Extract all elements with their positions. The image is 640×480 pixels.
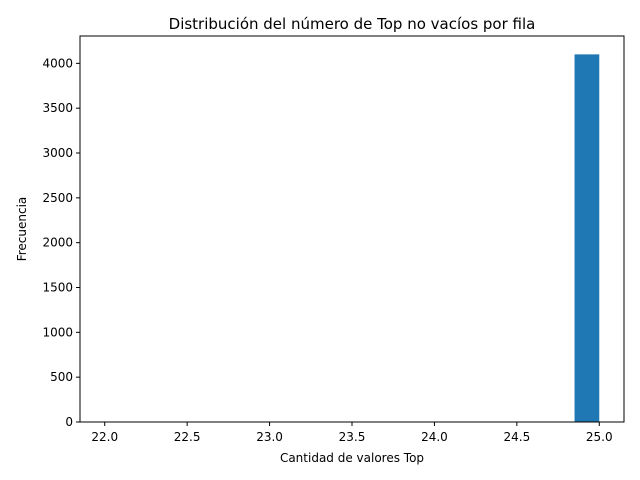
y-tick-label: 2000: [42, 236, 73, 250]
y-axis-title: Frecuencia: [15, 197, 29, 262]
y-axis-ticks: 0 500 1000 1500 2000 2500 3000 3500 4000: [42, 56, 80, 429]
x-tick-label: 23.0: [256, 430, 283, 444]
plot-frame: [79, 35, 625, 423]
x-axis-ticks: 22.0 22.5 23.0 23.5 24.0 24.5 25.0: [91, 422, 613, 444]
x-tick-label: 23.5: [339, 430, 366, 444]
x-tick-label: 22.0: [91, 430, 118, 444]
y-tick-label: 2500: [42, 191, 73, 205]
x-tick-label: 25.0: [586, 430, 613, 444]
y-tick-label: 500: [50, 370, 73, 384]
chart-title: Distribución del número de Top no vacíos…: [169, 15, 536, 33]
x-tick-label: 24.5: [503, 430, 530, 444]
y-tick-label: 1500: [42, 281, 73, 295]
x-tick-label: 22.5: [174, 430, 201, 444]
bar-group: [574, 54, 600, 422]
x-tick-label: 24.0: [421, 430, 448, 444]
y-tick-label: 4000: [42, 56, 73, 70]
y-tick-label: 3000: [42, 146, 73, 160]
histogram-bar-19: [574, 54, 600, 422]
y-tick-label: 1000: [42, 325, 73, 339]
y-tick-label: 3500: [42, 101, 73, 115]
y-tick-label: 0: [65, 415, 73, 429]
x-axis-title: Cantidad de valores Top: [280, 451, 424, 465]
